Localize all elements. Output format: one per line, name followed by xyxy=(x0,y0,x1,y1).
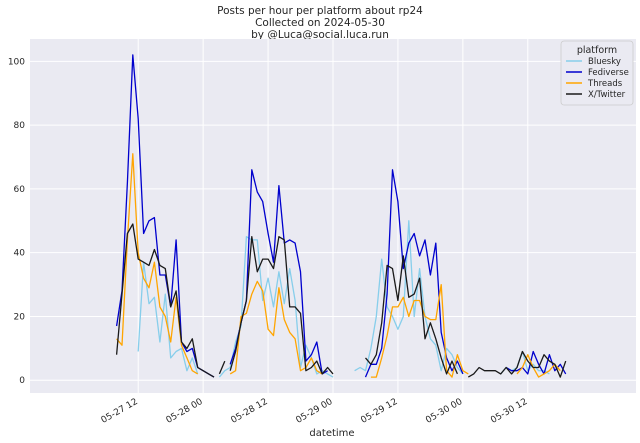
series-line-threads xyxy=(370,283,469,378)
grid xyxy=(30,39,636,393)
series-line-fediverse xyxy=(505,350,567,375)
series-line-bluesky xyxy=(354,220,464,375)
x-tick-label: 05-28 12 xyxy=(230,397,270,426)
y-tick-label: 60 xyxy=(14,185,26,195)
y-axis: 0 20 40 60 80 100 xyxy=(8,57,25,386)
y-tick-label: 40 xyxy=(14,249,26,259)
legend-label-fediverse: Fediverse xyxy=(588,68,629,78)
legend-label-threads: Threads xyxy=(587,79,623,89)
legend: platform BlueskyFediverseThreadsX/Twitte… xyxy=(560,40,634,106)
legend-label-bluesky: Bluesky xyxy=(588,57,621,67)
y-tick-label: 20 xyxy=(14,312,26,322)
series-line-threads xyxy=(116,153,199,375)
x-tick-label: 05-30 12 xyxy=(489,397,529,426)
chart-title-line-2: Collected on 2024-05-30 xyxy=(255,17,385,29)
series-lines xyxy=(115,54,567,378)
legend-title: platform xyxy=(577,45,617,56)
x-axis: 05-27 12 05-28 00 05-28 12 05-29 00 05-29 12… xyxy=(100,397,530,426)
series-line-fediverse xyxy=(364,169,464,378)
series-line-threads xyxy=(229,280,323,375)
series-line-x-twitter xyxy=(115,223,215,378)
series-line-x-twitter xyxy=(229,236,334,375)
x-tick-label: 05-29 12 xyxy=(359,397,399,426)
x-tick-label: 05-27 12 xyxy=(100,397,140,426)
series-line-x-twitter xyxy=(218,360,226,375)
chart-title-line-1: Posts per hour per platform about rp24 xyxy=(217,5,423,17)
legend-label-x-twitter: X/Twitter xyxy=(588,90,626,100)
series-line-x-twitter xyxy=(365,255,458,375)
y-tick-label: 100 xyxy=(8,57,25,67)
legend-box xyxy=(560,40,634,106)
series-line-bluesky xyxy=(137,261,199,375)
series-line-x-twitter xyxy=(467,350,567,378)
y-tick-label: 0 xyxy=(19,376,25,386)
x-tick-label: 05-28 00 xyxy=(165,397,205,426)
series-line-threads xyxy=(516,354,561,378)
y-tick-label: 80 xyxy=(14,121,26,131)
x-tick-label: 05-30 00 xyxy=(424,397,464,426)
chart-title-line-3: by @Luca@social.luca.run xyxy=(251,29,389,41)
x-axis-label: datetime xyxy=(309,428,354,439)
x-tick-label: 05-29 00 xyxy=(294,397,334,426)
